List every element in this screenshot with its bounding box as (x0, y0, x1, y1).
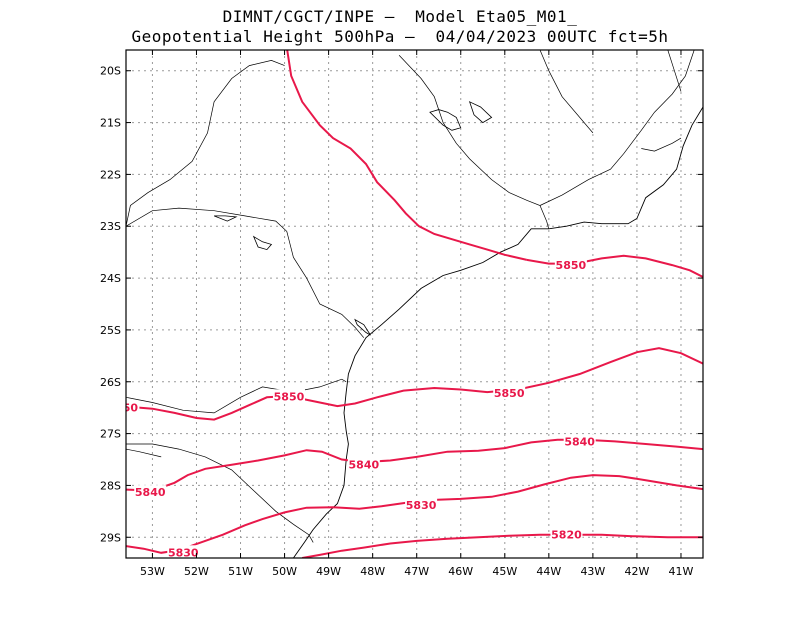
state-border (126, 378, 347, 414)
contour-label: 5850 (274, 390, 305, 403)
lon-tick-label: 49W (316, 565, 341, 578)
lake-outline (252, 235, 273, 251)
contour-label-bg (554, 258, 587, 272)
lat-tick-label: 20S (100, 65, 121, 78)
contour-label: 50 (123, 402, 139, 415)
contour-label: 5850 (556, 259, 587, 272)
lon-tick-label: 46W (448, 565, 473, 578)
lat-tick-label: 28S (100, 479, 121, 492)
lon-tick-label: 52W (184, 565, 209, 578)
lat-tick-label: 22S (100, 168, 121, 181)
contour-label: 5850 (494, 387, 525, 400)
state-border (126, 443, 314, 543)
contour-label-bg (563, 434, 596, 448)
lon-tick-label: 41W (669, 565, 694, 578)
state-border (641, 137, 682, 152)
contour-label-bg (347, 457, 380, 471)
lat-tick-label: 26S (100, 376, 121, 389)
gridlines (126, 50, 703, 558)
lon-tick-label: 47W (404, 565, 429, 578)
state-border (539, 50, 695, 206)
lake-outline (468, 101, 493, 124)
lon-tick-label: 45W (492, 565, 517, 578)
contour-label: 5820 (551, 529, 582, 542)
title-line-2: Geopotential Height 500hPa – 04/04/2023 … (131, 27, 669, 46)
state-border (126, 207, 365, 338)
lat-tick-label: 25S (100, 324, 121, 337)
contour-label: 5840 (135, 486, 166, 499)
lon-tick-label: 48W (360, 565, 385, 578)
contour-5840 (126, 438, 703, 492)
axis-ticks: 20S 21S 22S 23S 24S 25S 26S 27S 28S 29S 53W 52W 51W 5… (100, 50, 703, 578)
state-border (667, 50, 682, 92)
state-border (126, 448, 162, 458)
lon-tick-label: 53W (140, 565, 165, 578)
contour-5850 (126, 347, 703, 421)
lon-tick-label: 51W (228, 565, 253, 578)
lat-tick-label: 24S (100, 272, 121, 285)
contour-label-bg (167, 545, 200, 558)
lon-tick-label: 43W (580, 565, 605, 578)
state-border (539, 50, 594, 134)
contour-label: 5830 (406, 499, 437, 512)
contour-5850 (526, 254, 703, 278)
contour-5830 (126, 474, 703, 554)
lat-tick-label: 27S (100, 428, 121, 441)
title-line-1: DIMNT/CGCT/INPE – Model Eta05_M01_ (222, 7, 578, 26)
lon-tick-label: 44W (536, 565, 561, 578)
state-border (398, 54, 547, 222)
lon-tick-label: 50W (272, 565, 297, 578)
contour-label-bg (126, 400, 140, 414)
contour-layer: 5850 5850 5850 50 5840 5840 5840 5830 5830 5820 (123, 50, 703, 559)
lake-outline (213, 215, 238, 222)
contour-label: 5840 (349, 459, 380, 472)
contour-label-bg (493, 386, 526, 400)
lat-tick-label: 21S (100, 117, 121, 130)
contour-label-bg (134, 485, 167, 499)
state-border (546, 221, 550, 229)
lat-tick-label: 29S (100, 531, 121, 544)
contour-label: 5830 (168, 546, 199, 559)
contour-5820 (302, 533, 703, 558)
lake-outline (354, 318, 371, 336)
plot-frame (125, 49, 704, 559)
lake-outline (429, 109, 462, 131)
lat-tick-label: 23S (100, 220, 121, 233)
coastline (293, 106, 703, 558)
contour-label-bg (550, 527, 583, 541)
lon-tick-label: 42W (624, 565, 649, 578)
contour-label-bg (405, 498, 438, 512)
geography-layer (126, 50, 703, 558)
contour-label-bg (272, 389, 305, 403)
contour-5860 (286, 50, 528, 261)
state-border (126, 60, 285, 227)
contour-label: 5840 (564, 435, 595, 448)
